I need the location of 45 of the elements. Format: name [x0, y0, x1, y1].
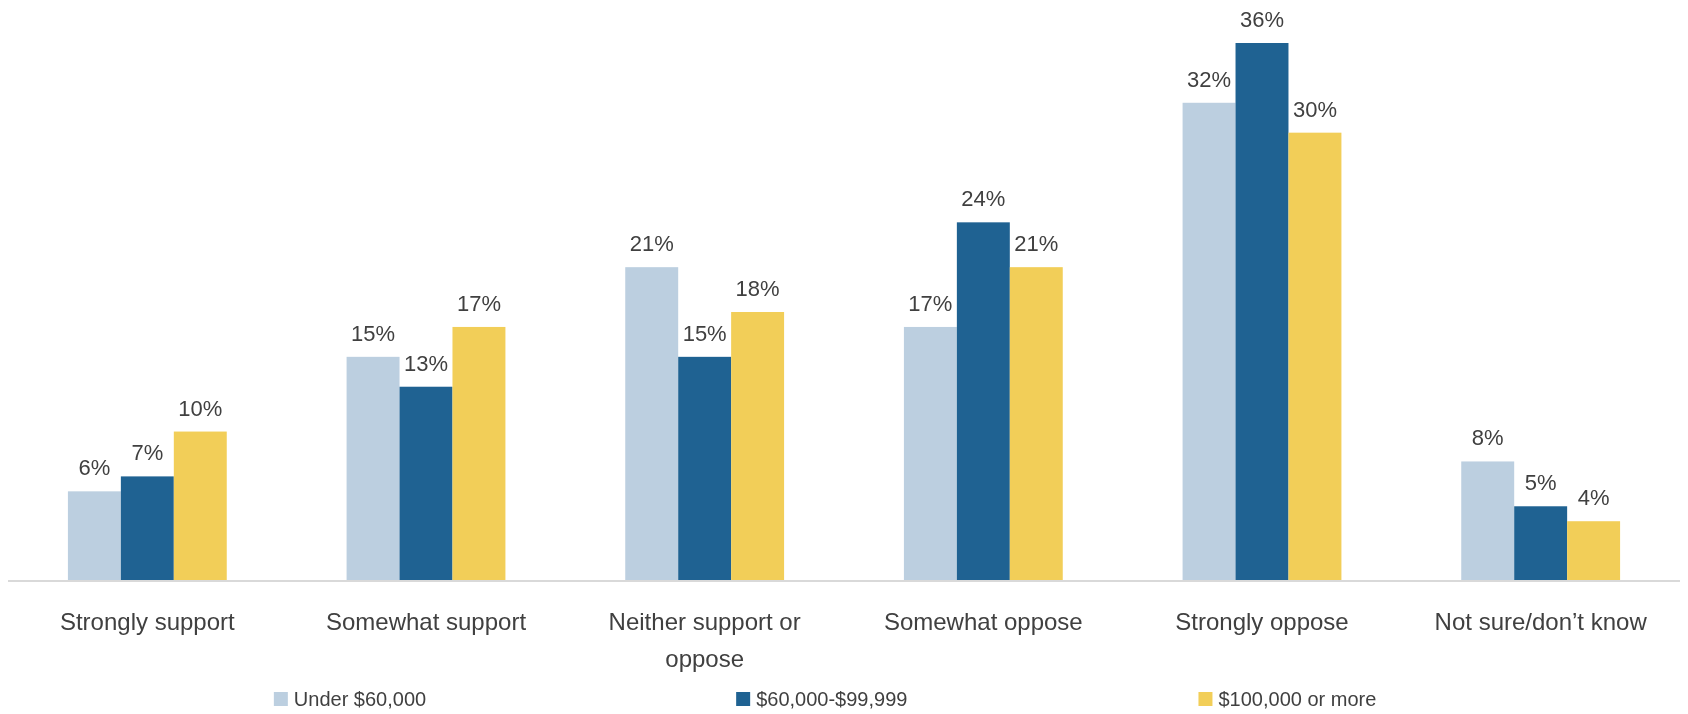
data-label: 8% — [1471, 425, 1504, 451]
x-tick-label: Not sure/don’t know — [1434, 608, 1648, 635]
data-label: 10% — [178, 395, 223, 421]
bar — [1235, 43, 1289, 581]
data-label: 5% — [1524, 470, 1557, 496]
bar — [678, 356, 732, 581]
data-label: 4% — [1577, 485, 1610, 511]
data-label: 17% — [908, 290, 953, 316]
bar — [346, 356, 400, 581]
data-label: 32% — [1187, 66, 1232, 92]
bar — [173, 431, 227, 581]
legend-label: $100,000 or more — [1218, 688, 1377, 710]
bar — [903, 326, 957, 581]
bar — [625, 267, 679, 581]
bar — [399, 386, 453, 581]
data-label: 21% — [1014, 231, 1059, 257]
bar — [1567, 521, 1621, 581]
bar — [1182, 102, 1236, 581]
bar — [452, 326, 506, 581]
data-label: 18% — [735, 276, 780, 301]
x-tick-label: Strongly support — [59, 608, 236, 635]
bar — [731, 312, 785, 581]
bar — [1514, 506, 1568, 581]
x-tick-label: Somewhat support — [325, 608, 527, 635]
bar — [120, 476, 174, 581]
data-label: 17% — [456, 290, 501, 316]
data-label: 15% — [682, 320, 727, 346]
bar — [67, 491, 121, 581]
data-label: 15% — [351, 320, 396, 346]
data-label: 7% — [131, 440, 164, 466]
x-tick-label: Neither support or oppose — [608, 608, 801, 672]
data-label: 30% — [1292, 96, 1337, 122]
bar — [1288, 132, 1342, 581]
bar — [1461, 461, 1515, 581]
bar — [956, 222, 1010, 581]
data-label: 21% — [629, 231, 674, 257]
legend-label: $60,000-$99,999 — [756, 688, 908, 710]
x-tick-label: Somewhat oppose — [883, 608, 1083, 635]
data-label: 24% — [961, 186, 1006, 212]
legend-label: Under $60,000 — [293, 688, 427, 710]
x-tick-label: Strongly oppose — [1175, 608, 1349, 635]
bar — [1009, 267, 1063, 581]
data-label: 13% — [403, 350, 449, 376]
data-label: 36% — [1239, 7, 1285, 32]
data-label: 6% — [78, 455, 111, 481]
